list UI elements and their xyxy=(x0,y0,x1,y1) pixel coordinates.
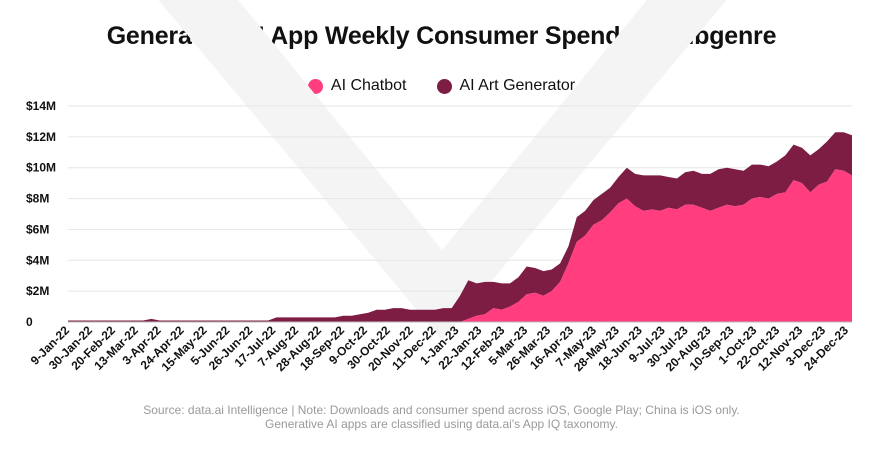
y-tick-label: $6M xyxy=(26,222,49,236)
legend-swatch-chatbot xyxy=(307,78,323,94)
y-tick-label: $2M xyxy=(26,284,49,298)
y-tick-label: $10M xyxy=(26,161,56,175)
series-area-ai-art-generator xyxy=(68,132,852,322)
y-tick-label: $8M xyxy=(26,192,49,206)
legend-swatch-art xyxy=(436,78,452,94)
legend: AI Chatbot AI Art Generator xyxy=(0,77,883,95)
legend-label-chatbot: AI Chatbot xyxy=(330,77,407,94)
y-tick-label: 0 xyxy=(26,315,33,329)
footer-taxonomy-note: Generative AI apps are classified using … xyxy=(265,417,618,431)
y-tick-label: $4M xyxy=(26,253,49,267)
y-tick-label: $12M xyxy=(26,130,56,144)
y-tick-label: $14M xyxy=(26,99,56,113)
legend-item-chatbot: AI Chatbot xyxy=(307,77,407,95)
footer-source-note: Source: data.ai Intelligence | Note: Dow… xyxy=(143,403,740,417)
legend-item-art: AI Art Generator xyxy=(436,77,576,95)
chart-footer: Source: data.ai Intelligence | Note: Dow… xyxy=(0,403,883,431)
legend-label-art: AI Art Generator xyxy=(459,77,576,94)
series-area-ai-chatbot xyxy=(68,169,852,322)
watermark-chevron xyxy=(158,0,727,340)
